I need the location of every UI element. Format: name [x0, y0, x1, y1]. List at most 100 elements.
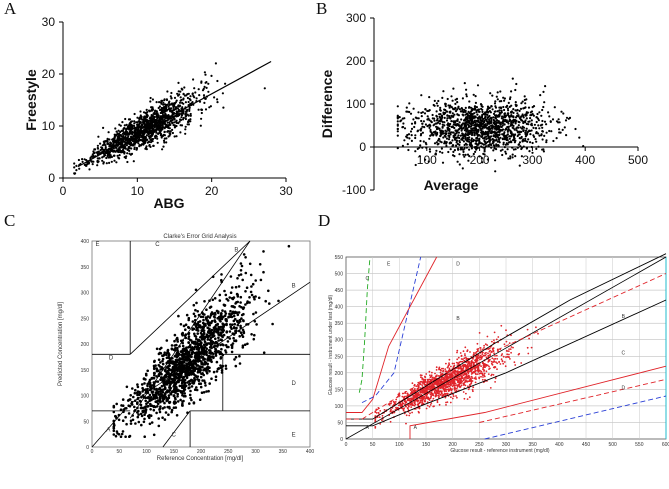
panel-c-point	[140, 414, 144, 418]
panel-a-point	[94, 148, 97, 151]
panel-c-point	[160, 384, 164, 388]
panel-a-point	[119, 133, 122, 137]
panel-b-point	[469, 117, 473, 120]
panel-c-point	[238, 335, 241, 338]
panel-b-point	[515, 127, 518, 130]
panel-c-point	[171, 361, 175, 365]
panel-b-point	[489, 92, 492, 95]
panel-b-point	[465, 95, 468, 98]
panel-b-point	[402, 122, 405, 125]
panel-b-point	[461, 167, 464, 170]
panel-b-point	[433, 104, 436, 107]
panel-b-point	[503, 108, 506, 112]
panel-c-point	[212, 370, 216, 374]
panel-b-point	[447, 150, 450, 154]
panel-a-point	[120, 143, 123, 146]
panel-a-point	[135, 148, 138, 151]
panel-c-point	[215, 349, 218, 352]
panel-a-point	[168, 122, 171, 126]
panel-b-point	[503, 97, 506, 100]
panel-c-point	[212, 330, 216, 333]
panel-a-point	[118, 154, 121, 157]
panel-b-point	[485, 138, 488, 141]
panel-b-point	[466, 119, 470, 122]
panel-b-point	[516, 112, 519, 115]
panel-b-point	[541, 138, 544, 141]
panel-b-point	[565, 134, 568, 137]
panel-a-point	[145, 145, 148, 148]
panel-a-point	[200, 117, 203, 120]
panel-b-point	[477, 116, 480, 119]
panel-b-point	[439, 129, 442, 132]
panel-b-point	[414, 122, 417, 125]
panel-c-point	[221, 326, 225, 330]
panel-b-point	[483, 148, 486, 151]
panel-c-point	[176, 346, 179, 350]
panel-b-point	[509, 155, 512, 158]
panel-d-point	[448, 363, 451, 366]
panel-b-point	[487, 137, 490, 140]
panel-b-point	[485, 145, 488, 148]
panel-b-point	[540, 133, 543, 136]
panel-b-point	[480, 135, 483, 138]
panel-c-point	[172, 365, 175, 369]
panel-b-point	[507, 112, 510, 115]
panel-c-point	[258, 263, 262, 266]
panel-b-point	[490, 105, 493, 108]
panel-b-point	[452, 87, 455, 90]
panel-c-zone-label: E	[292, 433, 296, 439]
panel-a-point	[186, 108, 189, 111]
panel-c-point	[148, 385, 152, 388]
panel-a-point	[185, 110, 188, 113]
panel-b-point	[472, 93, 475, 96]
panel-c-point	[248, 301, 251, 304]
panel-b-point	[516, 146, 519, 149]
panel-c-point	[160, 378, 163, 381]
panel-a-point	[151, 120, 154, 123]
panel-a-point	[194, 91, 197, 94]
panel-c-point	[230, 350, 234, 354]
panel-c-point	[211, 331, 214, 335]
panel-a-point	[189, 112, 192, 116]
panel-b-point	[510, 110, 513, 114]
panel-c-point	[188, 363, 191, 366]
panel-a-point	[127, 118, 131, 121]
panel-b-point	[509, 157, 512, 160]
panel-b-point	[471, 131, 474, 134]
panel-c-frame	[91, 240, 311, 448]
panel-c-point	[240, 317, 243, 320]
panel-b-point	[528, 129, 531, 132]
panel-b-point	[471, 107, 474, 110]
panel-b-point	[495, 95, 498, 98]
panel-c-zone-label: A	[106, 428, 110, 434]
panel-a-point	[156, 137, 159, 140]
panel-b-point	[416, 147, 419, 150]
panel-b-point	[475, 125, 478, 128]
panel-a-point	[129, 124, 132, 128]
panel-b-point	[498, 106, 501, 109]
panel-c-point	[220, 317, 224, 321]
panel-b-point	[440, 132, 443, 135]
panel-c-point	[203, 349, 206, 353]
panel-c-point	[143, 417, 146, 421]
panel-b-point	[460, 118, 463, 121]
panel-c-point	[232, 332, 236, 336]
panel-a-point	[164, 110, 167, 113]
panel-b-point	[461, 134, 464, 137]
panel-b-point	[465, 130, 468, 133]
panel-c-point	[221, 335, 224, 339]
panel-a-point	[151, 138, 154, 141]
panel-c-point	[188, 393, 192, 397]
panel-b-point	[479, 124, 482, 127]
panel-b-point	[424, 123, 427, 126]
panel-c-point	[250, 285, 253, 288]
panel-a-point	[148, 136, 151, 139]
panel-b-point	[428, 96, 431, 99]
panel-c-point	[187, 325, 190, 329]
panel-b-point	[497, 120, 500, 123]
panel-b-point	[475, 148, 478, 151]
panel-b-point	[433, 142, 437, 145]
panel-b-point	[451, 131, 454, 134]
panel-b-point	[396, 114, 399, 117]
panel-c-point	[202, 318, 205, 322]
